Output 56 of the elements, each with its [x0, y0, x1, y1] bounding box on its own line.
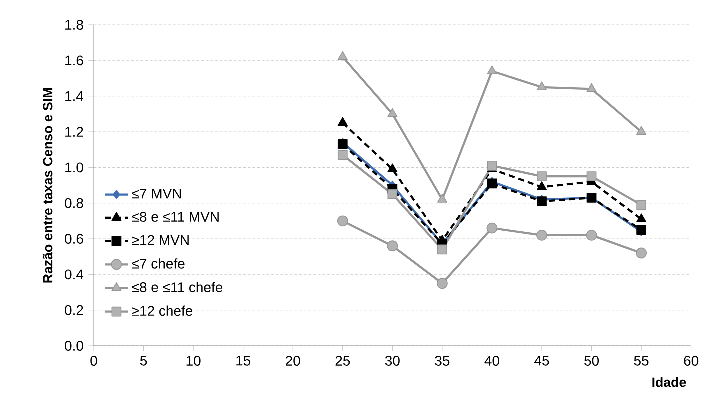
y-tick-label: 1.8 — [66, 20, 84, 30]
y-tick-label: 0.6 — [65, 234, 84, 244]
point — [437, 194, 448, 203]
point — [487, 66, 498, 74]
point — [586, 230, 598, 241]
point — [487, 160, 498, 171]
point — [636, 214, 647, 222]
point — [636, 126, 647, 136]
legend-label: ≤8 e ≤11 MVN — [132, 212, 219, 222]
x-tick-label: 25 — [336, 356, 350, 366]
legend-label: ≥12 MVN — [132, 235, 189, 246]
point — [387, 240, 398, 252]
point — [338, 117, 348, 126]
x-tick-label: 5 — [140, 356, 148, 366]
point — [388, 164, 398, 173]
point — [337, 216, 348, 227]
y-tick-label: 0.8 — [65, 198, 84, 208]
x-axis-title: Idade — [652, 377, 686, 388]
y-axis-title: Razão entre taxas Censo e SIM — [42, 88, 53, 283]
point — [536, 230, 548, 241]
x-tick-label: 35 — [435, 356, 450, 366]
x-tick-label: 45 — [534, 356, 550, 366]
point — [586, 172, 597, 182]
point — [338, 150, 348, 160]
x-tick-label: 50 — [584, 356, 600, 366]
x-tick-label: 10 — [186, 356, 201, 366]
y-tick-label: 1.6 — [66, 56, 84, 66]
y-tick-label: 1.0 — [66, 162, 84, 173]
y-tick-label: 0.0 — [65, 341, 84, 351]
x-tick-label: 55 — [634, 356, 649, 366]
point — [636, 200, 646, 210]
legend-label: ≤7 MVN — [132, 188, 182, 199]
x-tick-label: 0 — [90, 356, 98, 366]
point — [586, 83, 597, 92]
point — [636, 248, 648, 259]
x-tick-label: 60 — [684, 356, 699, 366]
x-tick-label: 20 — [286, 356, 300, 366]
point — [537, 172, 547, 182]
point — [536, 182, 548, 190]
legend-label: ≥12 chefe — [132, 306, 193, 316]
x-tick-label: 15 — [236, 356, 251, 366]
y-tick-label: 0.4 — [65, 270, 84, 280]
legend-label: ≤7 chefe — [132, 258, 185, 269]
point — [388, 108, 398, 118]
point — [486, 222, 498, 234]
y-tick-label: 0.2 — [65, 305, 84, 316]
x-tick-label: 30 — [385, 356, 400, 366]
y-tick-label: 1.2 — [66, 127, 84, 137]
point — [338, 51, 348, 60]
point — [536, 82, 548, 90]
legend-label: ≤8 e ≤11 chefe — [132, 282, 223, 292]
point — [436, 278, 448, 290]
point — [438, 244, 448, 255]
x-tick-label: 40 — [484, 356, 500, 366]
y-tick-label: 1.4 — [66, 92, 84, 102]
point — [388, 189, 398, 200]
